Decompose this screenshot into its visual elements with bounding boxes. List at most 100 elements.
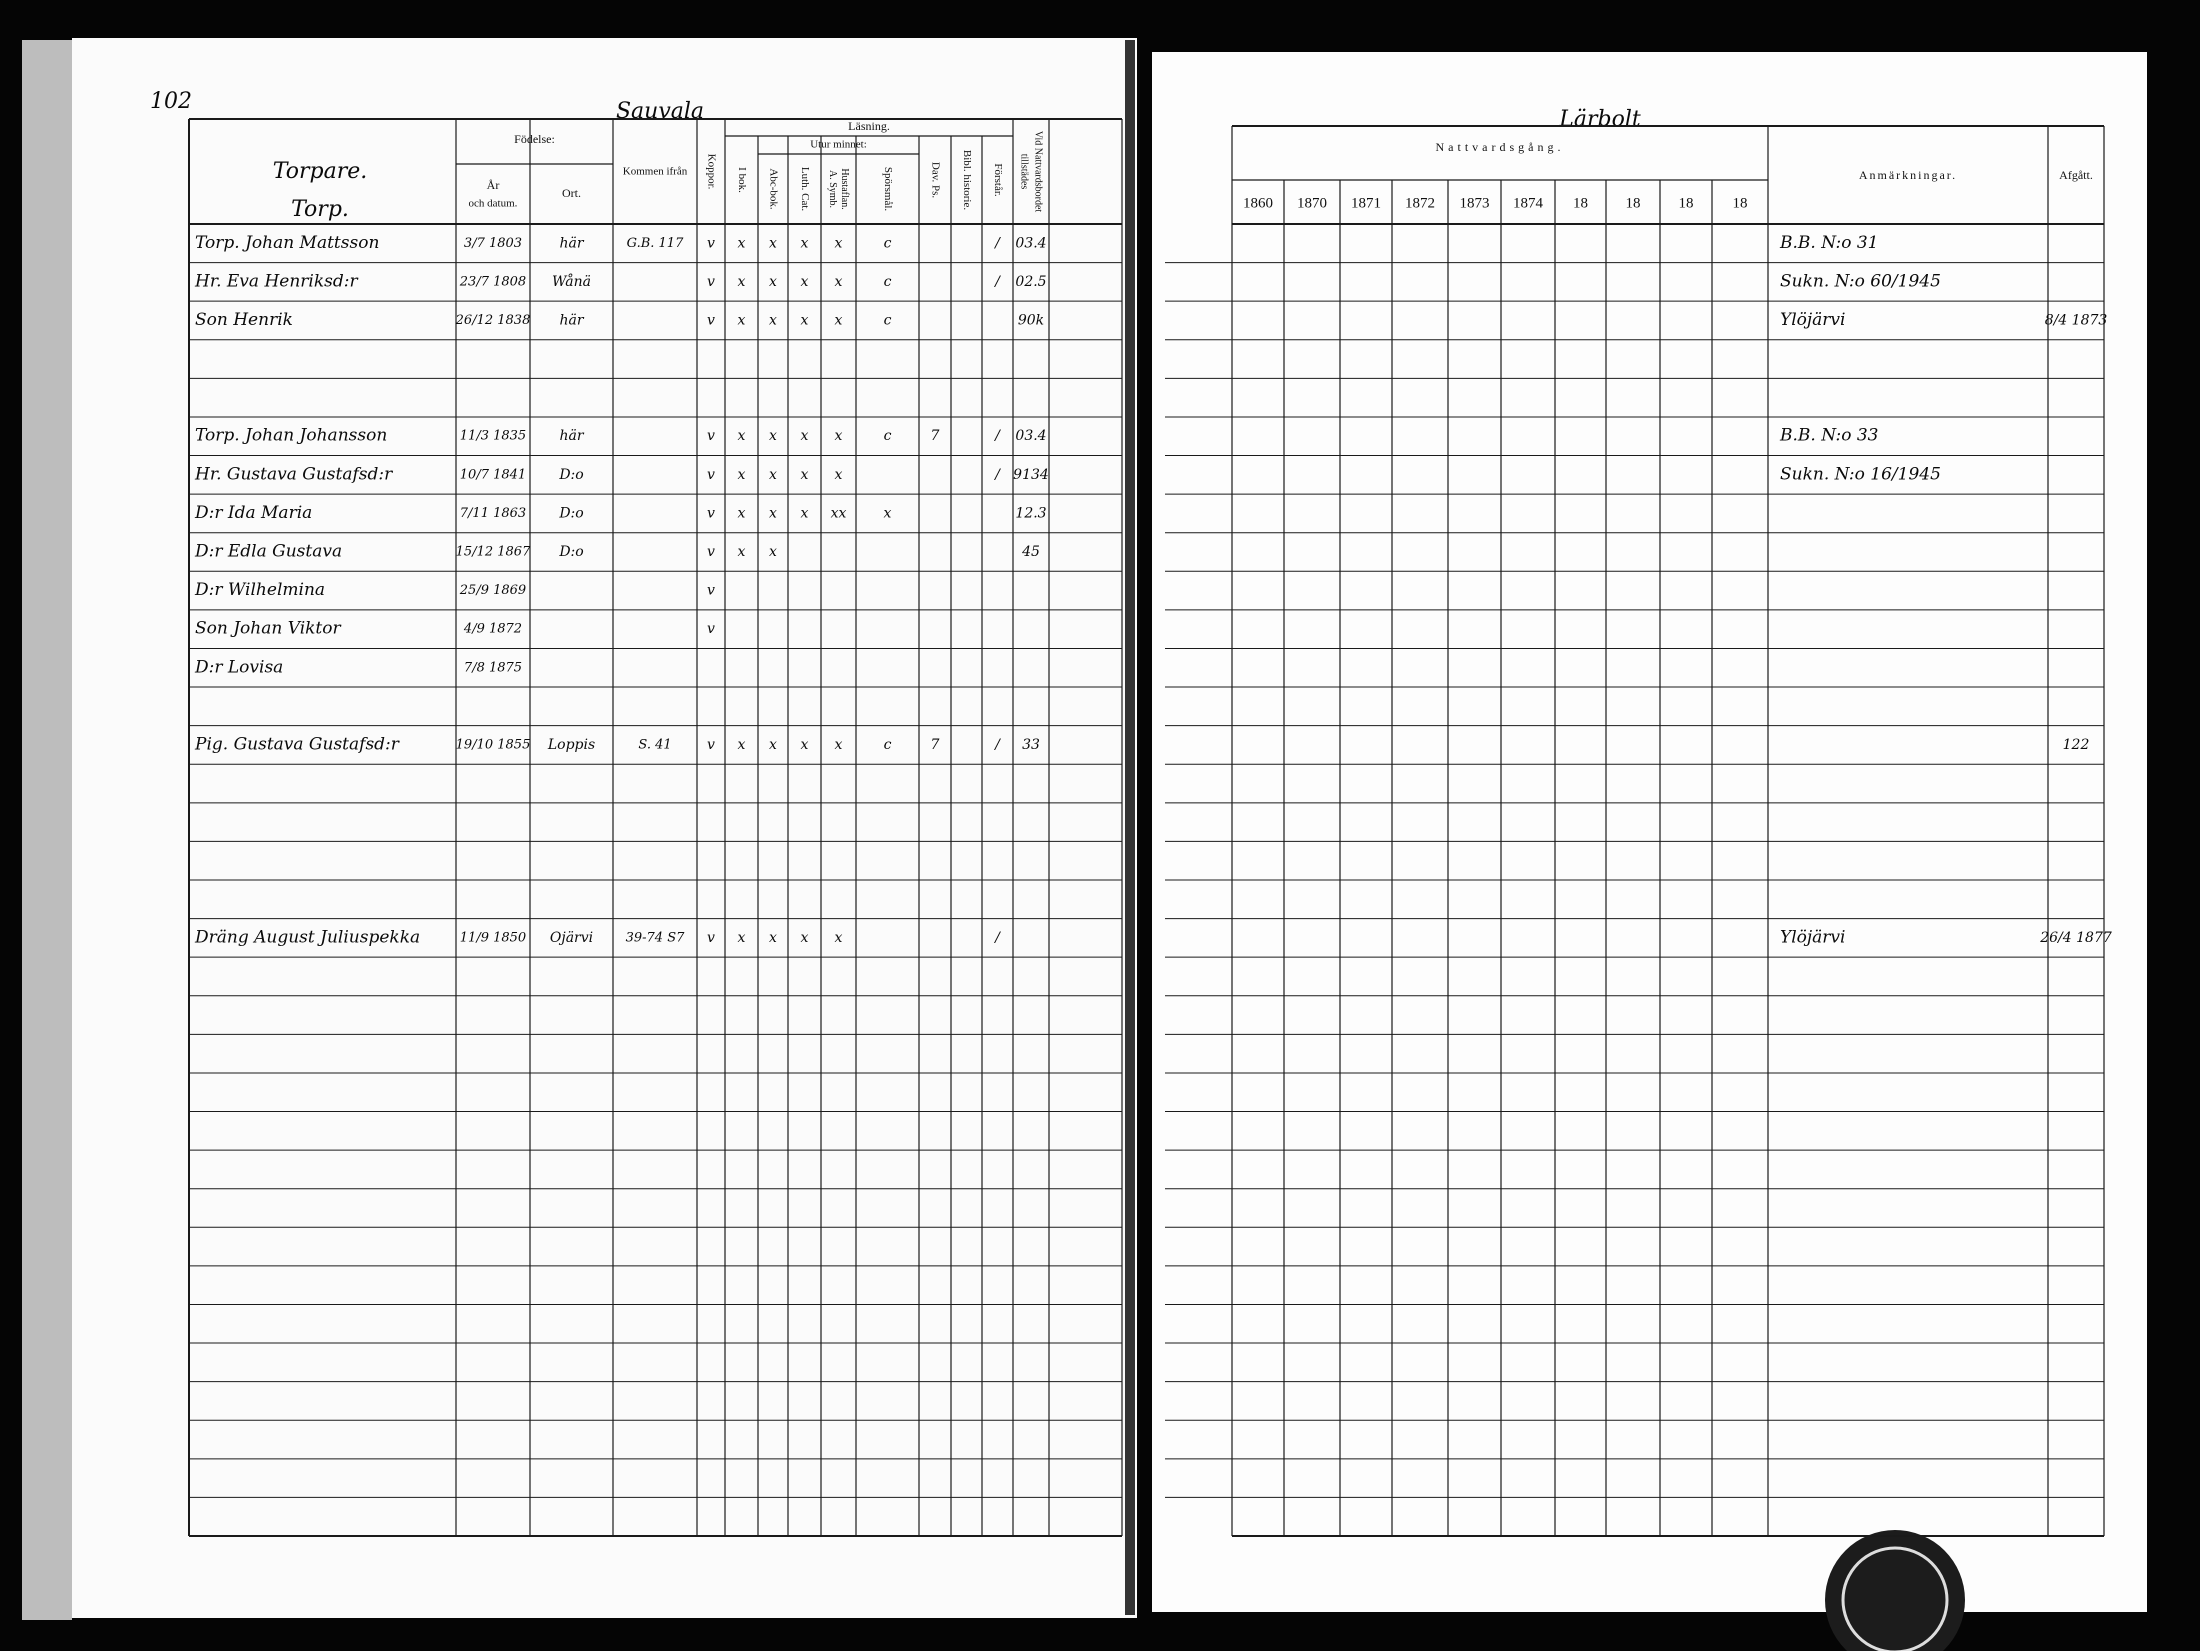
entry-born: 3/7 1803: [464, 236, 522, 251]
entry-catechism: x: [801, 930, 809, 946]
person-name: Torp. Johan Mattsson: [195, 233, 379, 253]
column-header: Abc-bok.: [767, 168, 779, 209]
column-header: Förstår.: [992, 163, 1004, 197]
year-header: 18: [1679, 195, 1694, 211]
entry-smallpox: v: [707, 544, 715, 560]
entry-symbols: x: [835, 930, 843, 946]
entry-understands: /: [993, 930, 1001, 946]
remark: B.B. N:o 33: [1779, 426, 1878, 446]
entry-place: här: [559, 235, 584, 251]
village-name: Lärbolt: [1558, 107, 1641, 132]
entries: Födelse: År och datum. Ort. Kommen ifrån Kopp…: [194, 119, 2112, 948]
entry-abc: x: [769, 274, 777, 290]
entry-smallpox: v: [707, 621, 715, 637]
entry-catechism: x: [801, 274, 809, 290]
entry-understands: /: [993, 737, 1001, 753]
entry-born: 11/3 1835: [460, 429, 526, 444]
entry-communion: 03.4: [1015, 235, 1046, 251]
entry-in-book: x: [738, 930, 746, 946]
entry-understands: /: [993, 428, 1001, 444]
entry-abc: x: [769, 235, 777, 251]
person-name: D:r Lovisa: [194, 657, 283, 677]
year-header: 18: [1733, 195, 1748, 211]
person-name: D:r Wilhelmina: [194, 580, 325, 600]
column-header: Kommen ifrån: [623, 166, 688, 178]
entry-from: 39-74 S7: [626, 930, 686, 945]
entry-communion: 9134: [1013, 467, 1049, 483]
entry-questions: x: [884, 505, 892, 521]
entry-catechism: x: [801, 235, 809, 251]
column-header: A. Symb.: [827, 170, 838, 208]
entry-questions: c: [884, 428, 892, 444]
entry-in-book: x: [738, 505, 746, 521]
entry-questions: c: [884, 737, 892, 753]
column-header: tillstädes: [1019, 154, 1030, 190]
entry-catechism: x: [801, 505, 809, 521]
year-header: 1860: [1243, 195, 1273, 211]
entry-abc: x: [769, 930, 777, 946]
ruling: [188, 118, 2105, 1537]
entry-smallpox: v: [707, 274, 715, 290]
column-header: År: [487, 178, 500, 192]
column-header: Anmärkningar.: [1859, 168, 1957, 182]
entry-born: 26/12 1838: [455, 313, 531, 328]
person-name: Torp. Johan Johansson: [195, 426, 387, 446]
archive-stamp-ring: [1841, 1546, 1949, 1651]
entry-born: 19/10 1855: [456, 737, 531, 752]
entry-smallpox: v: [707, 583, 715, 599]
remark: Ylöjärvi: [1780, 927, 1845, 947]
departed: 26/4 1877: [2039, 930, 2112, 946]
year-header: 1874: [1513, 195, 1544, 211]
entry-communion: 45: [1021, 544, 1040, 560]
entry-abc: x: [769, 737, 777, 753]
entry-place: här: [559, 428, 584, 444]
entry-place: D:o: [558, 505, 583, 521]
entry-abc: x: [769, 505, 777, 521]
entry-smallpox: v: [707, 428, 715, 444]
remark: Ylöjärvi: [1780, 310, 1845, 330]
entry-born: 25/9 1869: [459, 583, 526, 598]
entry-catechism: x: [801, 737, 809, 753]
entry-symbols: x: [835, 312, 843, 328]
year-header: 18: [1626, 195, 1641, 211]
entry-understands: /: [993, 274, 1001, 290]
entry-smallpox: v: [707, 235, 715, 251]
remark: Sukn. N:o 16/1945: [1780, 464, 1941, 484]
entry-smallpox: v: [707, 930, 715, 946]
entry-in-book: x: [738, 544, 746, 560]
entry-in-book: x: [738, 235, 746, 251]
person-name: Pig. Gustava Gustafsd:r: [194, 734, 400, 754]
binding-edge: [22, 40, 72, 1620]
heading: Torpare.: [273, 159, 367, 184]
remark: Sukn. N:o 60/1945: [1780, 271, 1941, 291]
entry-in-book: x: [738, 274, 746, 290]
column-header: Ort.: [562, 186, 581, 200]
column-header: Hustaflan.: [839, 168, 850, 209]
person-name: D:r Edla Gustava: [194, 542, 342, 562]
person-name: Hr. Gustava Gustafsd:r: [194, 464, 393, 484]
entry-symbols: x: [835, 428, 843, 444]
entry-from: S. 41: [638, 737, 671, 752]
remark: B.B. N:o 31: [1779, 233, 1878, 253]
entry-smallpox: v: [707, 312, 715, 328]
column-header: Spörsmål.: [882, 167, 894, 212]
entry-born: 15/12 1867: [456, 545, 531, 560]
entry-symbols: xx: [831, 505, 847, 521]
entry-catechism: x: [801, 467, 809, 483]
year-header: 1871: [1351, 195, 1381, 211]
column-header: Utur minnet:: [810, 139, 867, 151]
entry-questions: c: [884, 312, 892, 328]
person-name: Son Johan Viktor: [195, 619, 342, 639]
column-header: Luth. Cat.: [799, 167, 811, 212]
entry-symbols: x: [835, 274, 843, 290]
entry-born: 7/11 1863: [460, 506, 526, 521]
departed: 8/4 1873: [2045, 312, 2108, 328]
entry-symbols: x: [835, 467, 843, 483]
right-page: [1152, 52, 2147, 1612]
entry-questions: c: [884, 274, 892, 290]
person-name: D:r Ida Maria: [194, 503, 312, 523]
entry-abc: x: [769, 428, 777, 444]
entry-smallpox: v: [707, 467, 715, 483]
person-name: Son Henrik: [195, 310, 293, 330]
column-header: Vid Nattvardsbordet: [1033, 131, 1044, 213]
